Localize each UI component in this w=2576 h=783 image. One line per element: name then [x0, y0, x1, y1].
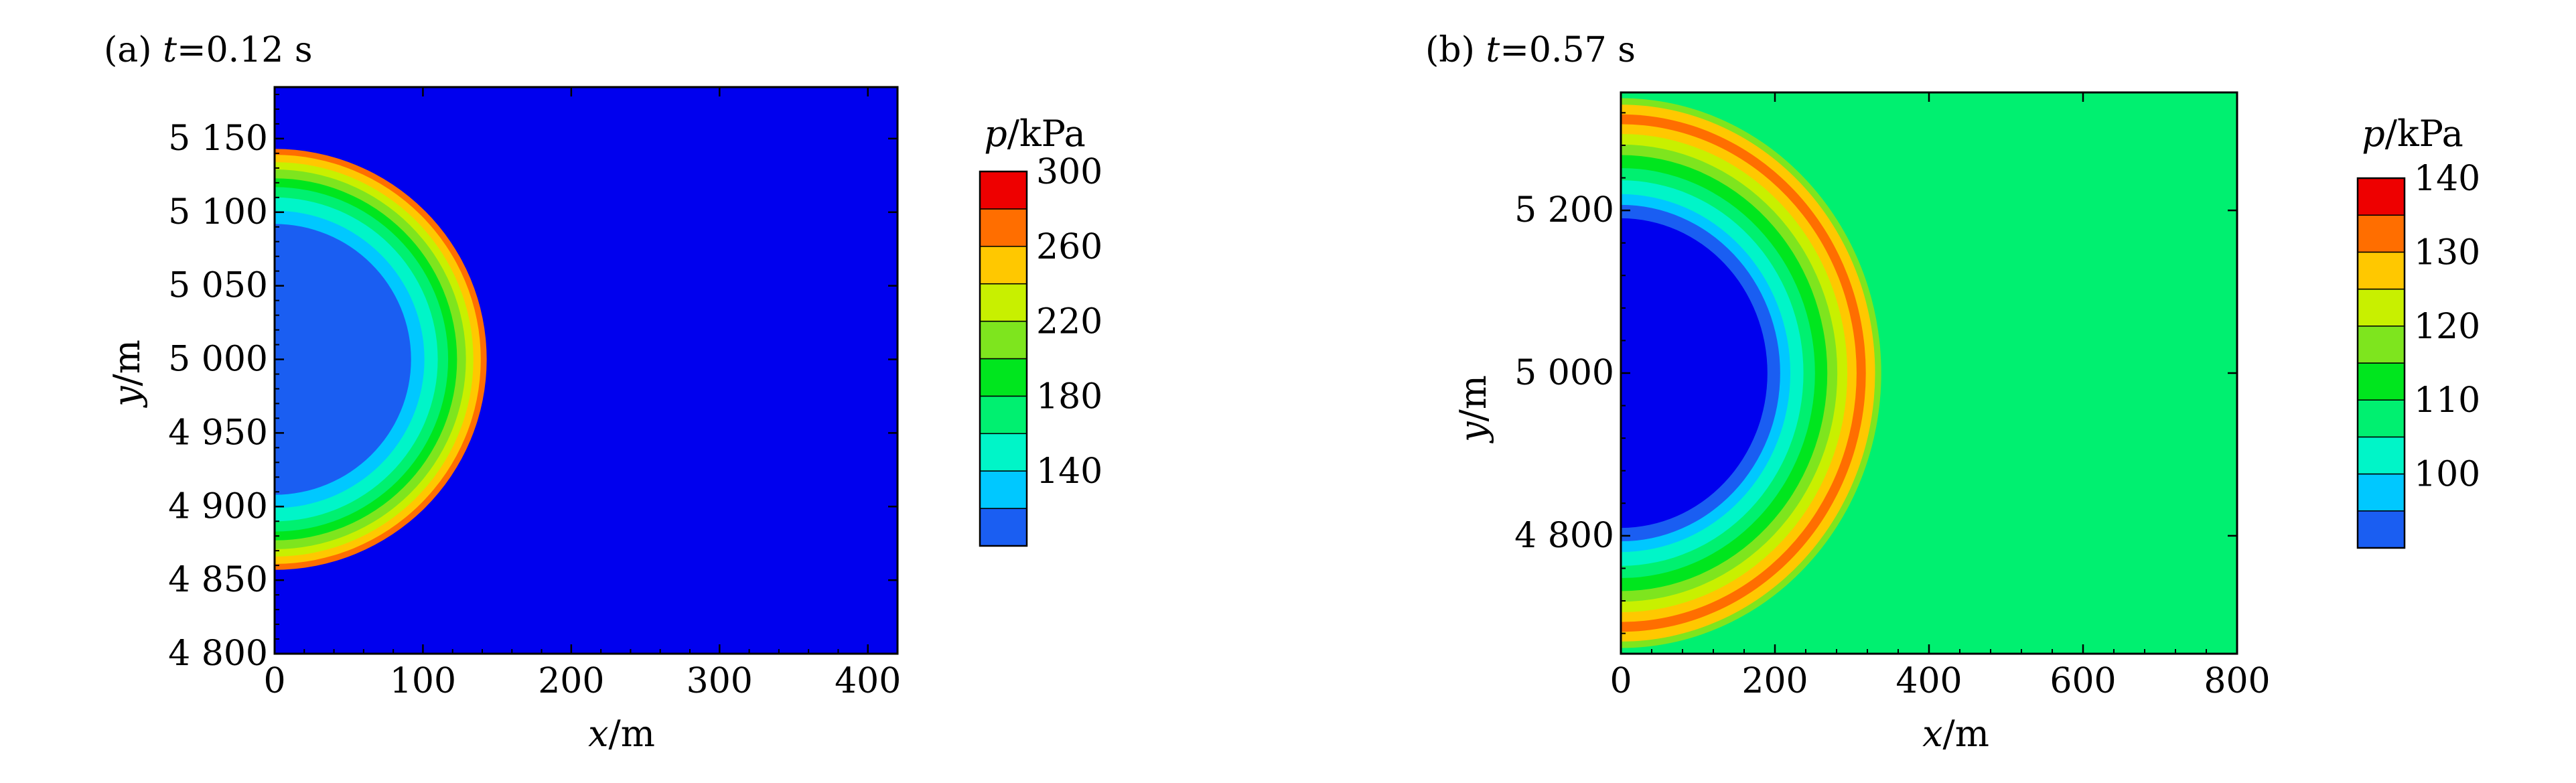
- panel-b-xlabel: x/m: [1922, 713, 1989, 755]
- panel-b-y-tick-label: 5 200: [1514, 190, 1614, 230]
- panel-b-ylabel: y/m: [1452, 375, 1494, 443]
- panel-a-colorbar-swatch: [979, 433, 1027, 472]
- panel-b-colorbar-swatch: [2357, 510, 2405, 549]
- panel-a-xlabel: x/m: [588, 713, 655, 755]
- panel-b-colorbar-swatch: [2357, 177, 2405, 216]
- panel-b-colorbar-label: 100: [2414, 455, 2480, 495]
- panel-a-y-tick-label: 4 900: [168, 486, 268, 526]
- panel-a-colorbar-swatch: [979, 171, 1027, 210]
- panel-b-colorbar-swatch: [2357, 288, 2405, 327]
- panel-b-x-tick-label: 400: [1895, 661, 1962, 701]
- panel-a-colorbar-label: 300: [1036, 152, 1102, 192]
- panel-a-y-tick-label: 5 000: [168, 340, 268, 380]
- panel-a-colorbar-swatch: [979, 283, 1027, 322]
- panel-b-colorbar-swatch: [2357, 326, 2405, 364]
- panel-b-y-tick-label: 4 800: [1514, 516, 1614, 556]
- panel-b-field: [1621, 92, 2237, 654]
- panel-a: (a) t=0.12 s 0 100 200 300 400 4 800 4 850 4 90…: [104, 30, 1102, 755]
- panel-a-frame: [273, 86, 899, 655]
- panel-a-y-tick-label: 5 050: [168, 266, 268, 306]
- panel-b-colorbar-frame: [2356, 177, 2406, 549]
- panel-a-field: [275, 87, 898, 654]
- panel-b-colorbar-swatch: [2357, 473, 2405, 512]
- panel-b-colorbar-swatch: [2357, 251, 2405, 290]
- panel-b-colorbar-label: 110: [2414, 380, 2480, 421]
- panel-b-colorbar-label: 120: [2414, 307, 2480, 347]
- plot-b-area: 0 200 400 600 800 4 800 5 000 5 200: [1514, 91, 2271, 701]
- panel-b: (b) t=0.57 s 0 200 400 600 800 4 800 5 000 5 20…: [1425, 30, 2480, 755]
- panel-b-colorbar-label: 140: [2414, 159, 2480, 199]
- panel-a-colorbar-label: 180: [1036, 376, 1102, 417]
- panel-b-x-tick-label: 0: [1609, 661, 1632, 701]
- panel-a-colorbar-swatch: [979, 358, 1027, 397]
- panel-b-title: (b) t=0.57 s: [1425, 30, 1636, 70]
- panel-a-colorbar-title: p/kPa: [984, 113, 1086, 155]
- panel-b-colorbar-swatch: [2357, 214, 2405, 253]
- panel-a-colorbar-swatch: [979, 246, 1027, 285]
- panel-a-x-tick-label: 100: [390, 661, 456, 701]
- panel-a-colorbar: 140 180 220 260 300: [979, 152, 1102, 547]
- panel-a-colorbar-swatch: [979, 508, 1027, 547]
- panel-a-colorbar-swatch: [979, 395, 1027, 435]
- panel-a-y-tick-label: 4 950: [168, 413, 268, 453]
- panel-a-ylabel: y/m: [106, 340, 148, 408]
- panel-a-x-tick-label: 400: [835, 661, 901, 701]
- panel-a-colorbar-label: 220: [1036, 302, 1102, 342]
- panel-a-contour-band: [275, 224, 411, 495]
- panel-a-y-tick-label: 4 850: [168, 560, 268, 600]
- panel-a-y-tick-label: 4 800: [168, 634, 268, 674]
- panel-a-x-tick-label: 300: [687, 661, 753, 701]
- panel-b-colorbar-swatch: [2357, 399, 2405, 438]
- panel-b-x-tick-label: 800: [2204, 661, 2270, 701]
- panel-b-colorbar-swatch: [2357, 436, 2405, 475]
- panel-a-x-tick-label: 200: [538, 661, 604, 701]
- plot-a-area: 0 100 200 300 400 4 800 4 850 4 900 4 950 5 000 5 …: [168, 86, 901, 701]
- panel-a-colorbar-swatch: [979, 320, 1027, 360]
- panel-b-colorbar-swatch: [2357, 362, 2405, 401]
- panel-a-colorbar-label: 260: [1036, 227, 1102, 267]
- panel-b-colorbar-label: 130: [2414, 232, 2480, 273]
- panel-b-x-tick-label: 600: [2050, 661, 2116, 701]
- panel-a-colorbar-swatch: [979, 470, 1027, 509]
- panel-a-title: (a) t=0.12 s: [104, 30, 313, 70]
- panel-b-colorbar-title: p/kPa: [2362, 113, 2463, 155]
- panel-a-y-tick-label: 5 100: [168, 192, 268, 232]
- panel-b-x-tick-label: 200: [1741, 661, 1808, 701]
- panel-a-colorbar-swatch: [979, 208, 1027, 247]
- panel-a-colorbar-label: 140: [1036, 451, 1102, 492]
- panel-b-contour-band: [1621, 218, 1768, 528]
- panel-b-colorbar: 100 110 120 130 140: [2356, 159, 2480, 549]
- panel-a-colorbar-frame: [979, 170, 1028, 547]
- panel-b-y-tick-label: 5 000: [1514, 353, 1614, 393]
- panel-a-y-tick-label: 5 150: [168, 119, 268, 159]
- panel-a-x-tick-label: 0: [263, 661, 285, 701]
